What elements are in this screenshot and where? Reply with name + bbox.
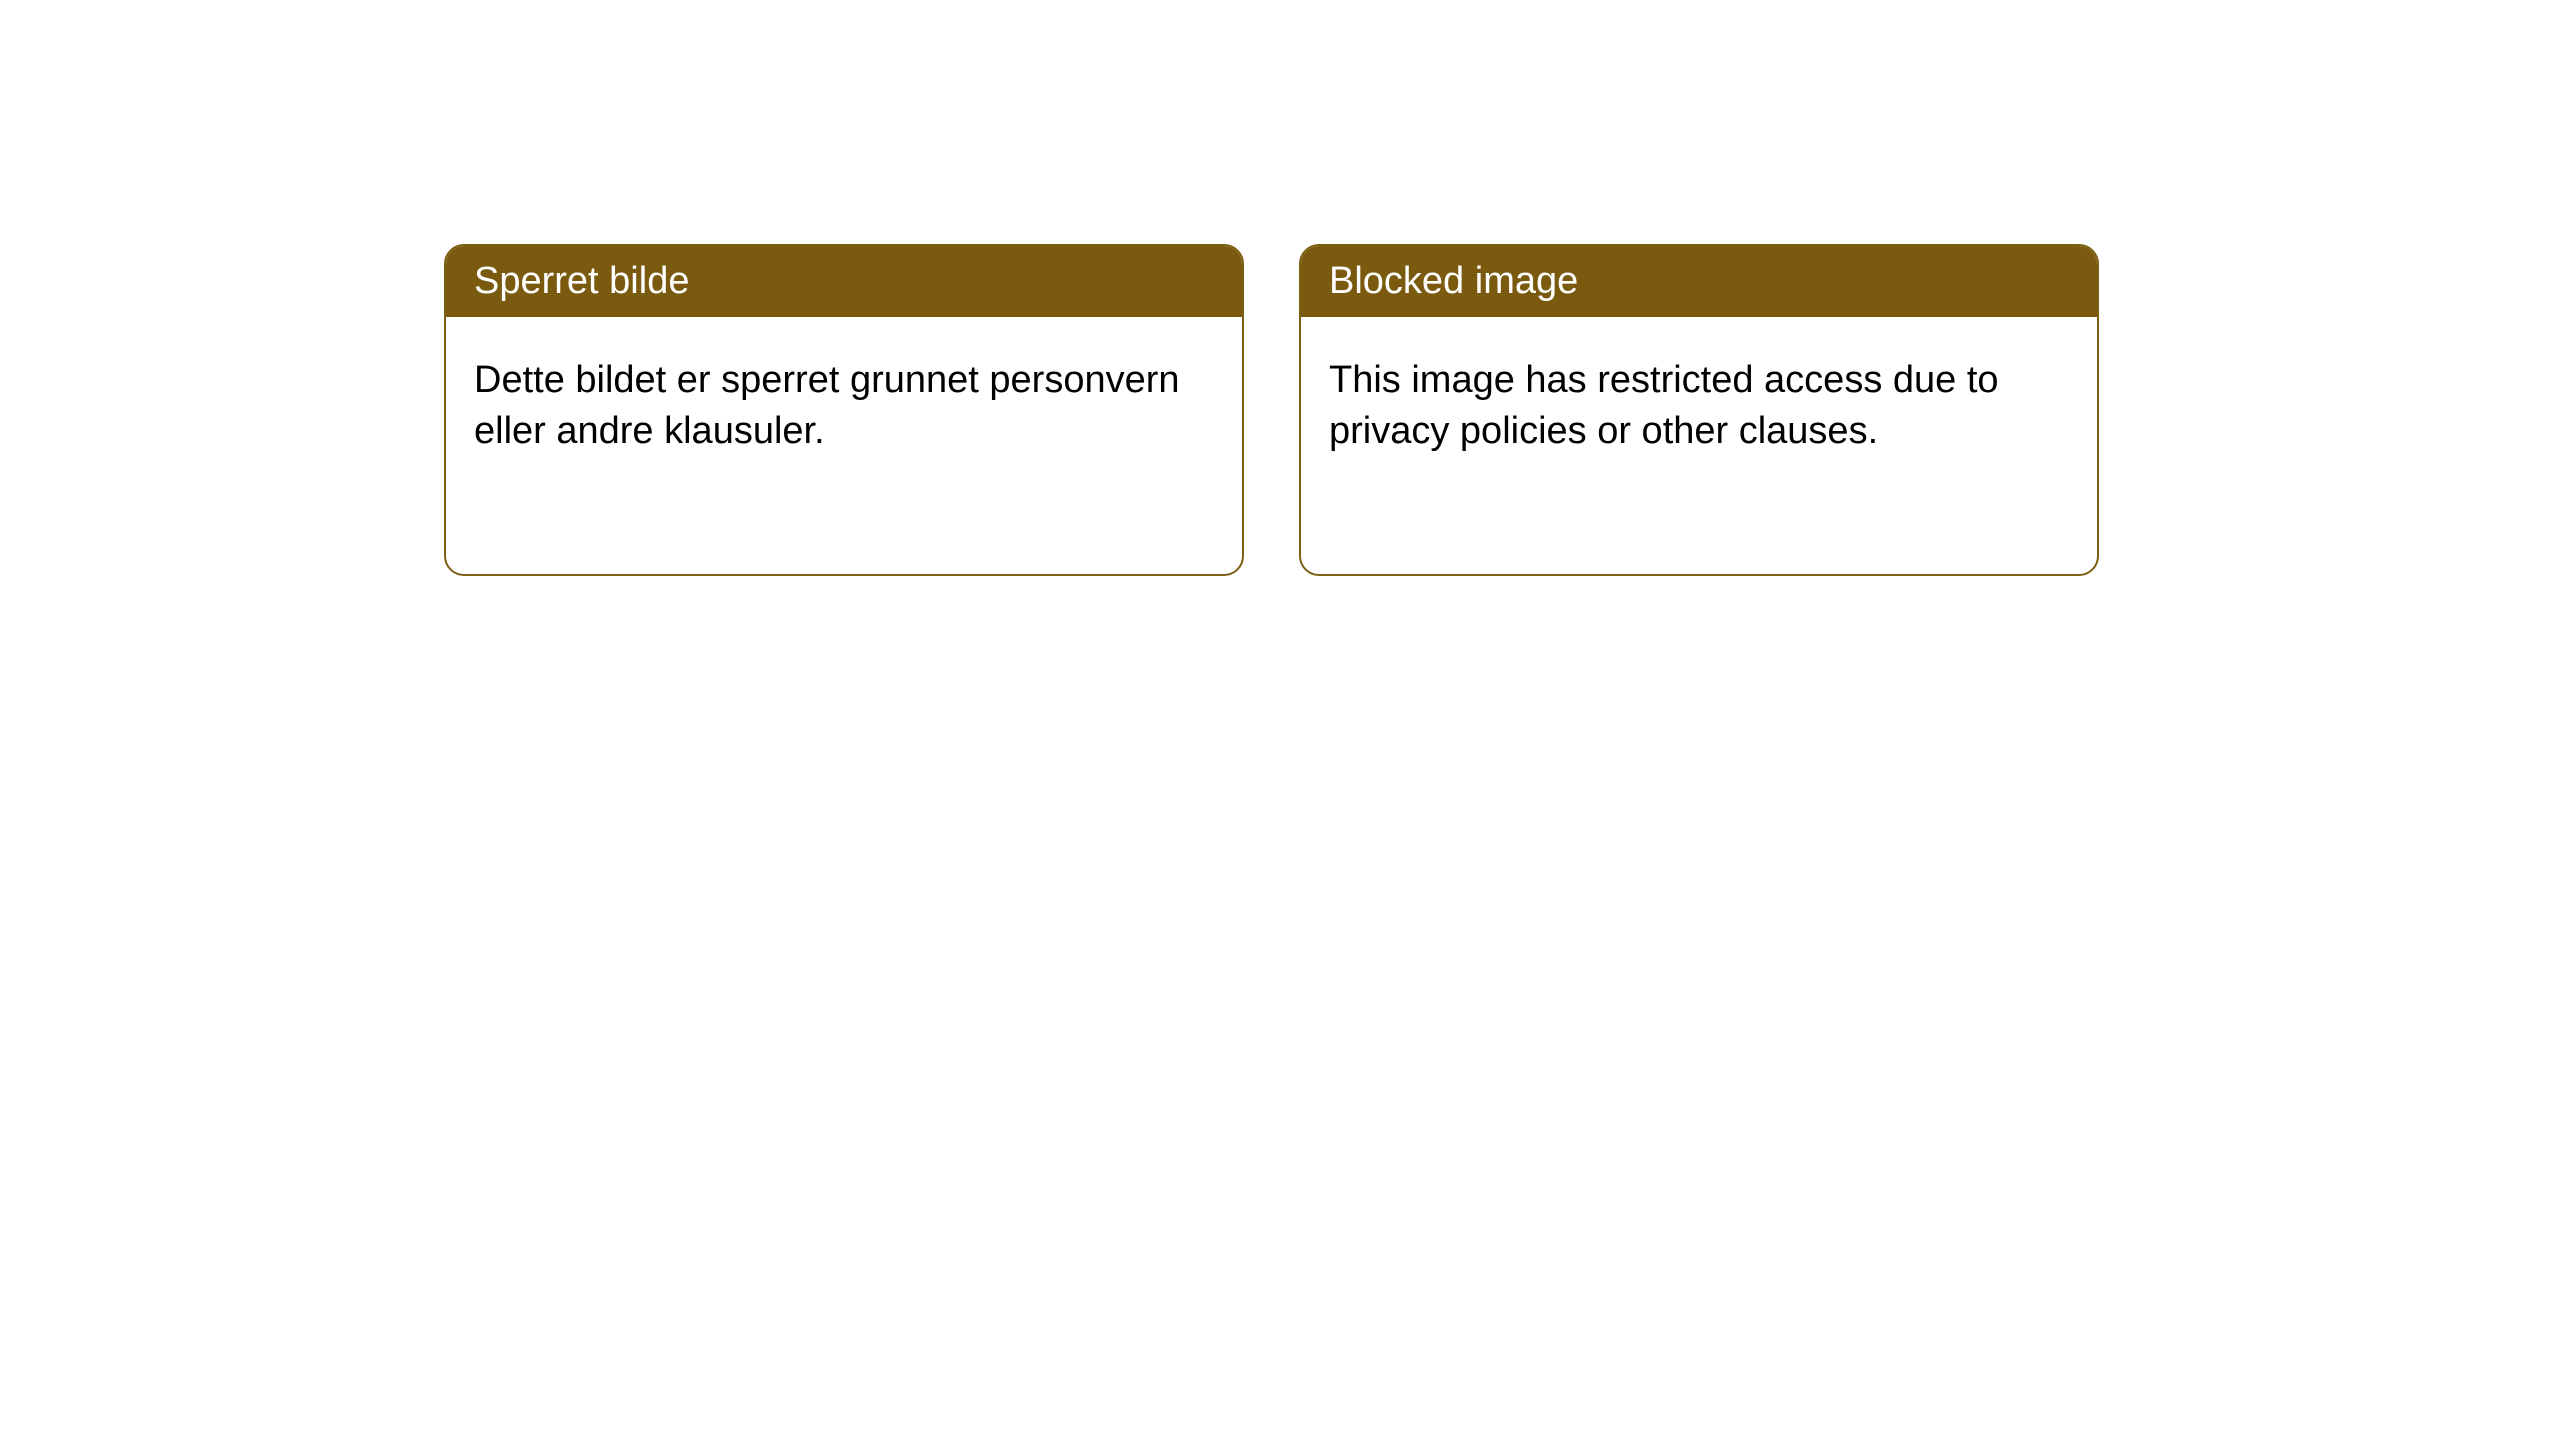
- cards-container: Sperret bilde Dette bildet er sperret gr…: [444, 244, 2099, 576]
- card-title: Blocked image: [1329, 260, 1578, 302]
- card-body: This image has restricted access due to …: [1301, 317, 2097, 496]
- card-body-text: Dette bildet er sperret grunnet personve…: [474, 359, 1180, 452]
- blocked-image-card-no: Sperret bilde Dette bildet er sperret gr…: [444, 244, 1244, 576]
- card-title: Sperret bilde: [474, 260, 689, 302]
- card-header: Blocked image: [1301, 246, 2097, 317]
- card-body: Dette bildet er sperret grunnet personve…: [446, 317, 1242, 496]
- card-header: Sperret bilde: [446, 246, 1242, 317]
- blocked-image-card-en: Blocked image This image has restricted …: [1299, 244, 2099, 576]
- card-body-text: This image has restricted access due to …: [1329, 359, 1999, 452]
